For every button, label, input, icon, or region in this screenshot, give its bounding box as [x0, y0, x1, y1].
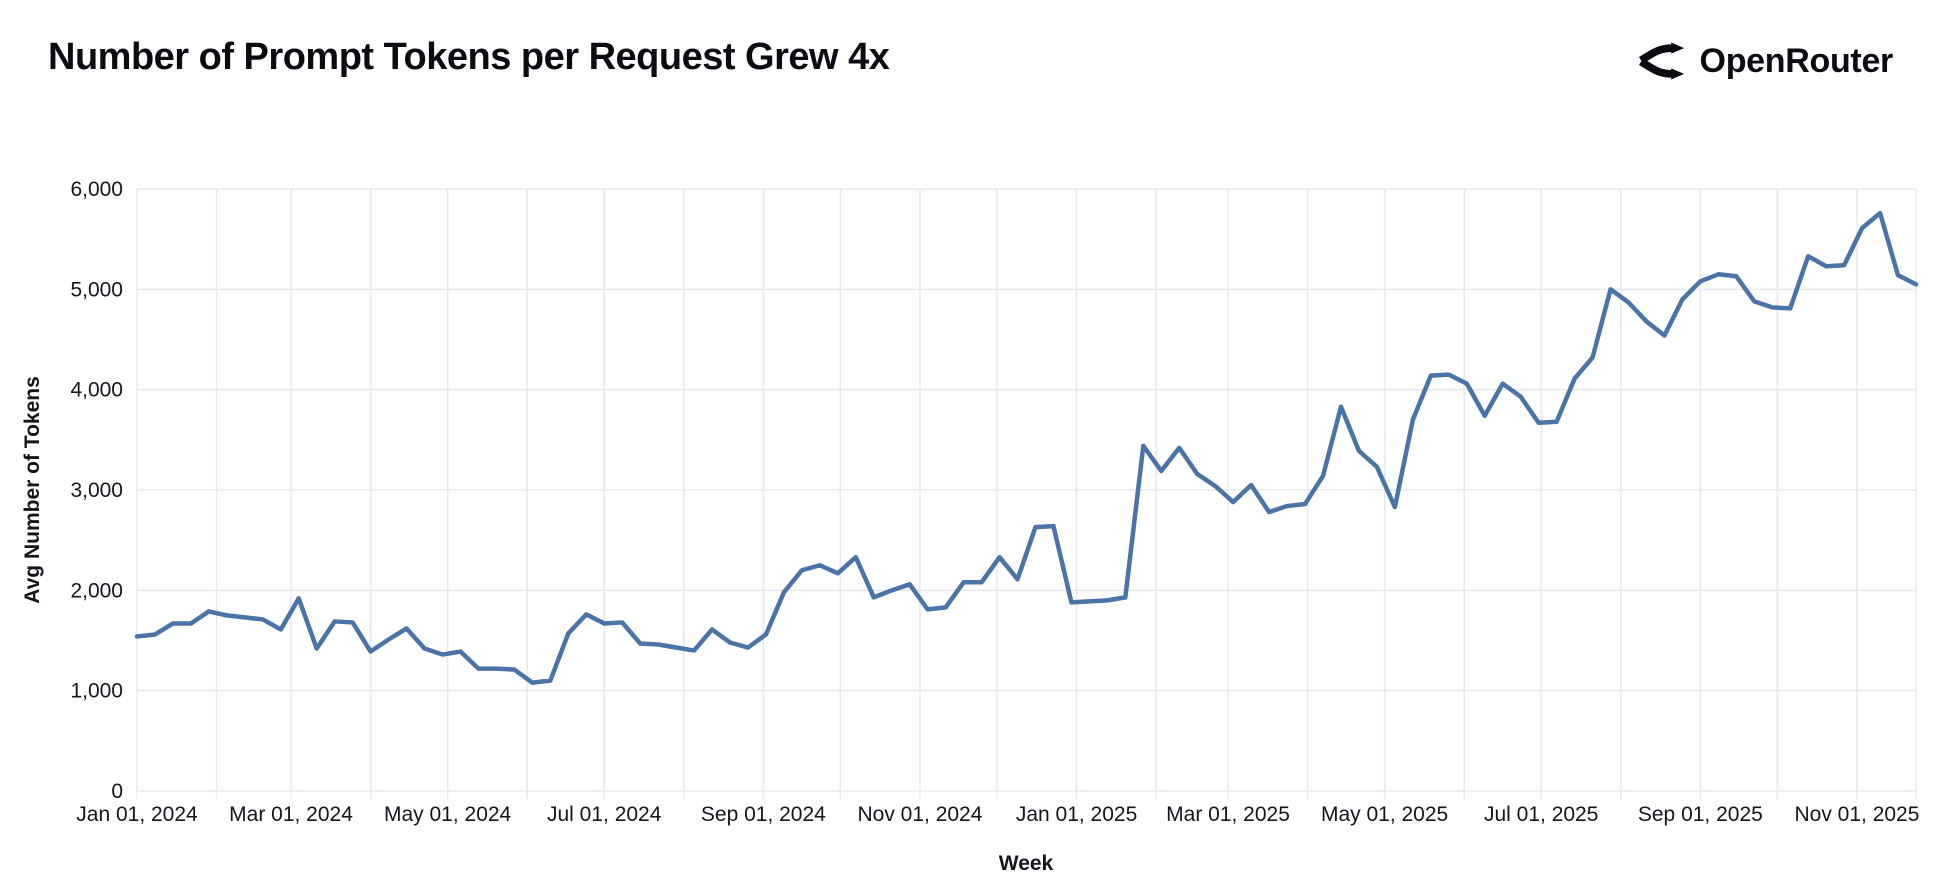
y-tick-label: 6,000 — [70, 178, 123, 201]
x-tick-label: May 01, 2024 — [384, 803, 512, 826]
x-tick-label: May 01, 2025 — [1321, 803, 1448, 826]
data-line — [134, 210, 1919, 685]
y-axis-title: Avg Number of Tokens — [21, 376, 44, 604]
x-axis-title: Week — [998, 852, 1054, 875]
chart-title: Number of Prompt Tokens per Request Grew… — [48, 36, 890, 78]
y-tick-label: 5,000 — [70, 278, 123, 301]
x-tick-label: Jan 01, 2025 — [1016, 803, 1137, 826]
x-tick-label: Nov 01, 2025 — [1794, 803, 1919, 826]
x-tick-label: Jul 01, 2024 — [547, 803, 662, 826]
y-tick-label: 3,000 — [70, 479, 123, 502]
brand-logo: OpenRouter — [1635, 40, 1893, 82]
x-tick-label: Jul 01, 2025 — [1484, 803, 1598, 826]
x-tick-label: Sep 01, 2024 — [701, 803, 826, 826]
x-tick-label: Mar 01, 2025 — [1166, 803, 1290, 826]
y-tick-label: 0 — [111, 780, 123, 803]
openrouter-icon — [1635, 40, 1685, 82]
brand-name: OpenRouter — [1699, 41, 1894, 80]
x-tick-label: Jan 01, 2024 — [76, 803, 198, 826]
x-tick-label: Mar 01, 2024 — [229, 803, 353, 826]
y-tick-label: 4,000 — [70, 379, 123, 402]
y-tick-label: 1,000 — [70, 680, 123, 703]
y-tick-label: 2,000 — [70, 579, 123, 602]
x-tick-label: Nov 01, 2024 — [857, 803, 982, 826]
x-tick-label: Sep 01, 2025 — [1638, 803, 1763, 826]
